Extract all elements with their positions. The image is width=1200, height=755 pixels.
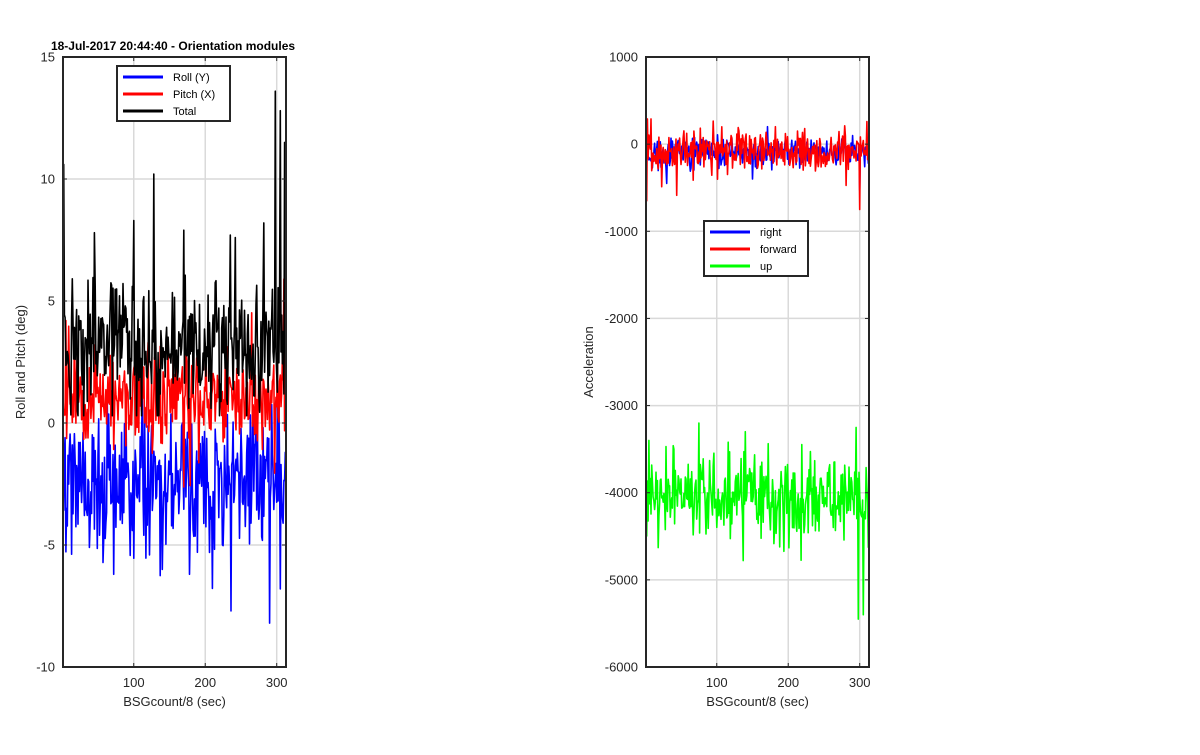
y-tick-label: 0 <box>631 137 638 152</box>
series-line-roll-y <box>62 386 287 624</box>
figure-title: 18-Jul-2017 20:44:40 - Orientation modul… <box>51 39 295 53</box>
series-line-forward <box>645 118 870 211</box>
x-axis-label: BSGcount/8 (sec) <box>706 694 809 709</box>
y-tick-label: 0 <box>48 416 55 431</box>
y-axis-label: Acceleration <box>581 326 596 398</box>
y-axis-label: Roll and Pitch (deg) <box>13 305 28 419</box>
y-tick-label: -2000 <box>605 311 638 326</box>
legend-label: right <box>760 227 781 239</box>
series-line-up <box>645 422 870 620</box>
y-tick-label: 10 <box>41 172 55 187</box>
y-tick-label: 15 <box>41 50 55 65</box>
legend-label: up <box>760 261 772 273</box>
x-tick-label: 200 <box>194 675 216 690</box>
y-tick-label: -10 <box>36 660 55 675</box>
y-tick-label: -6000 <box>605 660 638 675</box>
y-tick-label: -4000 <box>605 485 638 500</box>
y-tick-label: 5 <box>48 294 55 309</box>
y-tick-label: 1000 <box>609 50 638 65</box>
y-tick-label: -1000 <box>605 224 638 239</box>
acceleration-axes: 100 200 300 -6000 -5000 -4000 -3000 -2000 -1000 0… <box>581 50 871 710</box>
y-tick-label: -5 <box>43 538 55 553</box>
y-tick-label: -5000 <box>605 572 638 587</box>
x-tick-label: 100 <box>706 675 728 690</box>
x-tick-label: 300 <box>849 675 871 690</box>
x-tick-label: 200 <box>777 675 799 690</box>
legend-label: Total <box>173 106 196 118</box>
legend-label: Pitch (X) <box>173 89 215 101</box>
axes-box <box>62 56 287 668</box>
orientation-axes: 100 200 300 -10 -5 0 5 10 15 BSGcount/8 (sec) Roll… <box>13 50 288 710</box>
x-tick-label: 100 <box>123 675 145 690</box>
x-tick-label: 300 <box>266 675 288 690</box>
series-line-total <box>62 90 287 417</box>
y-tick-label: -3000 <box>605 398 638 413</box>
legend-label: forward <box>760 244 797 256</box>
axes-box <box>645 56 870 668</box>
x-axis-label: BSGcount/8 (sec) <box>123 694 226 709</box>
legend-label: Roll (Y) <box>173 72 210 84</box>
